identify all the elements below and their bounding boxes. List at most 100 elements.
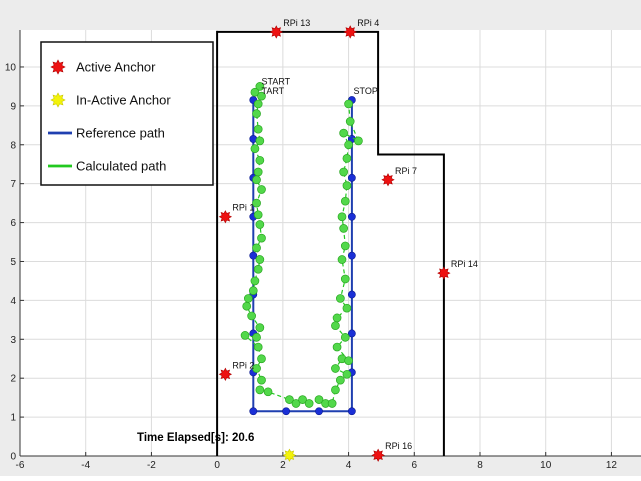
calculated-point xyxy=(257,91,266,101)
calculated-point xyxy=(344,140,353,150)
active-anchor-icon xyxy=(269,25,283,39)
calculated-point xyxy=(327,399,337,408)
calculated-point xyxy=(242,301,252,311)
calculated-point xyxy=(339,224,348,233)
calculated-point xyxy=(244,294,253,303)
y-tick-label: 0 xyxy=(10,452,16,463)
calculated-point xyxy=(331,321,340,331)
calculated-point xyxy=(253,210,263,220)
time-elapsed-label: Time Elapsed[s]: 20.6 xyxy=(137,432,254,444)
calculated-point xyxy=(253,99,263,109)
calculated-point xyxy=(342,181,352,190)
inactive-anchor-icon xyxy=(282,448,297,462)
y-tick-label: 10 xyxy=(5,62,17,73)
reference-point xyxy=(347,407,356,416)
calculated-point xyxy=(255,385,265,395)
calculated-point xyxy=(339,167,348,177)
calculated-point xyxy=(250,144,260,154)
anchor-label: RPi 7 xyxy=(395,166,417,176)
legend-box xyxy=(40,41,214,186)
y-tick-label: 1 xyxy=(10,413,16,424)
active-anchor-icon xyxy=(381,173,395,187)
calculated-point xyxy=(340,274,350,284)
calculated-point xyxy=(263,387,273,397)
reference-point xyxy=(282,407,291,416)
calculated-path xyxy=(240,82,363,408)
calculated-point xyxy=(252,175,261,185)
calculated-point xyxy=(253,264,263,274)
legend-label: In-Active Anchor xyxy=(76,93,171,108)
calculated-point xyxy=(291,399,301,408)
calculated-point xyxy=(253,342,263,352)
calculated-point xyxy=(342,369,352,379)
reference-point xyxy=(347,290,356,299)
calculated-point xyxy=(257,185,266,194)
calculated-point xyxy=(354,136,363,146)
y-tick-label: 5 xyxy=(10,257,16,268)
calculated-point xyxy=(247,311,256,321)
calculated-point xyxy=(340,332,350,342)
anchors: RPi 13 RPi 4 RPi 1 RPi 7 RPi 14 RPi 2 RPi 16 xyxy=(218,18,478,462)
calculated-point xyxy=(253,124,263,134)
y-tick-label: 8 xyxy=(10,140,16,151)
active-anchor-icon xyxy=(218,367,233,381)
calculated-point xyxy=(314,395,324,404)
legend: Active Anchor In-Active Anchor Reference p… xyxy=(40,41,214,186)
calculated-point xyxy=(337,255,347,264)
calculated-point xyxy=(344,356,353,366)
calculated-point xyxy=(339,128,348,138)
calculated-point xyxy=(342,303,352,313)
calculated-point xyxy=(285,395,294,404)
calculated-point xyxy=(257,233,266,243)
room-boundary xyxy=(216,30,445,456)
y-tick-label: 6 xyxy=(10,218,16,229)
calculated-point xyxy=(257,375,266,385)
boundary-line xyxy=(216,30,445,456)
y-tick-label: 9 xyxy=(10,101,16,112)
reference-point xyxy=(249,251,258,260)
reference-path xyxy=(249,96,356,416)
calculated-point xyxy=(252,109,261,118)
y-tick-label: 2 xyxy=(10,374,16,385)
calculated-point xyxy=(255,82,265,91)
y-tick-label: 3 xyxy=(10,335,16,346)
path-marker-label: TART xyxy=(262,86,285,96)
legend-label: Active Anchor xyxy=(76,60,156,75)
calculated-point xyxy=(257,354,266,364)
legend-label: Reference path xyxy=(76,126,165,141)
anchor-label: RPi 1 xyxy=(232,203,254,213)
calculated-point xyxy=(342,154,352,163)
anchor-label: RPi 16 xyxy=(385,441,412,451)
anchor-label: RPi 2 xyxy=(232,360,254,370)
calculated-point xyxy=(255,255,265,264)
calculated-point xyxy=(345,117,355,126)
inactive-anchor-legend-icon xyxy=(50,92,66,108)
x-tick-label: 8 xyxy=(477,460,483,471)
reference-point xyxy=(249,407,258,416)
x-tick-label: 4 xyxy=(346,460,352,471)
reference-point xyxy=(347,329,356,338)
calculated-point xyxy=(255,323,265,332)
x-tick-label: 6 xyxy=(412,460,418,471)
reference-point xyxy=(347,251,356,260)
x-tick-label: 2 xyxy=(280,460,286,471)
active-anchor-icon xyxy=(343,25,357,39)
calculated-point xyxy=(255,155,265,165)
active-anchor-icon xyxy=(218,210,233,224)
calculated-point xyxy=(304,399,314,408)
calculated-point xyxy=(331,385,340,395)
calculated-point xyxy=(332,342,342,352)
calculated-point xyxy=(250,276,260,286)
calculated-point xyxy=(337,212,347,222)
calculated-point xyxy=(248,286,258,296)
path-marker-label: STOP xyxy=(354,86,378,96)
anchor-label: RPi 13 xyxy=(283,18,310,28)
calculated-point xyxy=(250,87,260,97)
calculated-point xyxy=(252,243,261,253)
calculated-point xyxy=(340,241,350,251)
reference-point xyxy=(347,173,356,182)
